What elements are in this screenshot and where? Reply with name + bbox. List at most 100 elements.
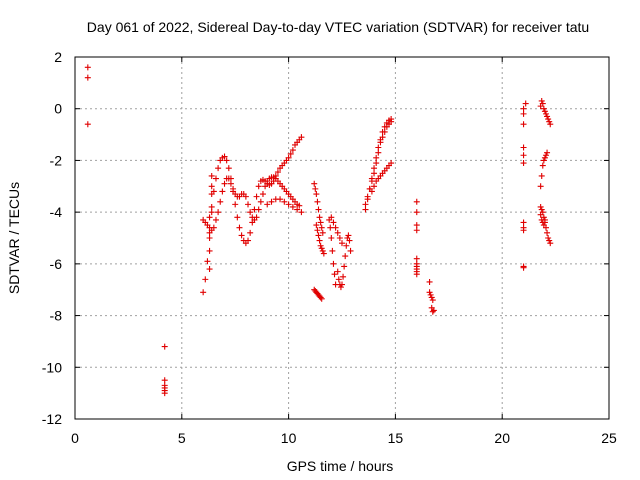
data-point xyxy=(339,281,345,288)
data-point xyxy=(289,203,296,210)
data-point xyxy=(520,160,527,167)
y-tick-label: 0 xyxy=(54,101,62,117)
data-point xyxy=(217,198,224,205)
data-point xyxy=(312,185,319,192)
data-point xyxy=(268,198,275,205)
data-point xyxy=(317,242,324,249)
data-point xyxy=(208,183,215,190)
data-point xyxy=(257,198,264,205)
data-point xyxy=(221,153,228,160)
data-point xyxy=(206,266,213,273)
data-point xyxy=(331,271,338,278)
data-point xyxy=(327,224,334,231)
x-tick-label: 20 xyxy=(494,430,510,446)
data-point xyxy=(277,196,284,203)
data-point xyxy=(538,97,545,104)
y-tick-label: -10 xyxy=(42,359,62,375)
data-point xyxy=(342,253,349,260)
data-point xyxy=(537,203,544,210)
data-point xyxy=(347,247,354,254)
data-point xyxy=(281,198,288,205)
data-point xyxy=(242,193,249,200)
y-axis-label: SDTVAR / TECUs xyxy=(6,182,22,294)
x-tick-label: 10 xyxy=(281,430,297,446)
data-point xyxy=(234,214,241,221)
data-point xyxy=(371,183,378,190)
y-tick-label: -4 xyxy=(50,204,63,220)
data-point xyxy=(206,235,213,241)
x-tick-label: 15 xyxy=(388,430,404,446)
grid-lines xyxy=(75,57,609,419)
data-point xyxy=(259,191,266,198)
data-point xyxy=(313,191,320,198)
data-point xyxy=(161,390,168,397)
data-point xyxy=(520,121,527,128)
data-point xyxy=(208,209,215,216)
data-point xyxy=(388,118,395,125)
data-point xyxy=(287,150,294,157)
y-tick-label: -8 xyxy=(50,308,63,324)
data-point xyxy=(346,237,353,244)
data-point xyxy=(329,247,336,254)
data-point xyxy=(314,227,321,234)
data-point xyxy=(221,180,228,187)
data-point xyxy=(318,224,325,231)
data-point xyxy=(388,160,395,167)
data-point xyxy=(362,201,369,208)
data-point xyxy=(335,276,342,283)
data-point xyxy=(247,209,254,216)
data-point xyxy=(298,209,305,216)
data-point xyxy=(219,188,226,195)
data-point xyxy=(253,193,260,200)
data-point xyxy=(364,193,371,200)
data-point xyxy=(545,116,552,123)
data-point xyxy=(520,105,527,112)
data-point xyxy=(332,224,339,231)
data-point xyxy=(225,175,232,182)
data-point xyxy=(413,209,420,216)
data-point xyxy=(373,154,380,161)
data-point xyxy=(427,291,434,298)
data-point xyxy=(316,237,323,244)
data-point xyxy=(84,121,91,128)
data-point xyxy=(377,139,384,146)
y-tick-label: -12 xyxy=(42,411,62,427)
data-point xyxy=(311,180,318,187)
data-point xyxy=(542,110,549,117)
data-point xyxy=(381,128,388,135)
data-point xyxy=(426,278,433,285)
data-point xyxy=(238,232,245,239)
data-point xyxy=(206,247,213,254)
data-point xyxy=(274,169,281,176)
data-point xyxy=(337,284,344,291)
data-point xyxy=(294,206,301,213)
data-point xyxy=(541,216,548,223)
data-point xyxy=(212,216,219,223)
data-point xyxy=(413,227,420,234)
data-point xyxy=(264,201,271,208)
data-point xyxy=(247,229,254,236)
data-point xyxy=(520,144,527,151)
y-tick-label: -6 xyxy=(50,256,63,272)
data-point xyxy=(318,245,325,252)
data-point xyxy=(227,180,234,187)
data-point xyxy=(285,154,292,161)
data-point xyxy=(547,121,554,128)
data-point xyxy=(225,165,232,172)
data-point xyxy=(371,170,378,177)
data-point xyxy=(379,134,386,141)
data-point xyxy=(334,268,341,275)
data-point xyxy=(84,74,91,81)
data-point xyxy=(212,175,219,182)
data-point xyxy=(285,201,292,208)
data-point xyxy=(539,100,546,107)
data-point xyxy=(546,237,553,244)
data-point xyxy=(320,250,327,257)
data-point xyxy=(539,162,546,169)
data-point xyxy=(538,172,545,179)
data-points xyxy=(84,64,554,397)
data-point xyxy=(428,294,435,301)
data-point xyxy=(544,149,551,156)
x-tick-label: 25 xyxy=(601,430,617,446)
